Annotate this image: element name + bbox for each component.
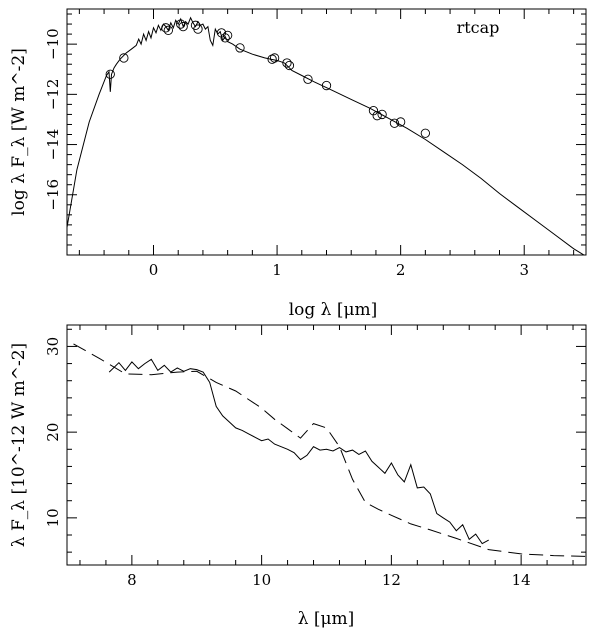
photometry-point xyxy=(395,117,406,127)
top-series xyxy=(67,16,585,255)
bottom-y-tick-label: 10 xyxy=(44,508,62,527)
top-x-axis-label: log λ [μm] xyxy=(289,300,378,320)
top-y-tick-label: −12 xyxy=(44,79,62,111)
top-y-tick-labels: −16 −14 −12 −10 xyxy=(44,28,62,210)
photometry-point xyxy=(193,24,203,34)
bottom-x-axis-label: λ [μm] xyxy=(298,609,355,629)
bottom-x-tick-label: 8 xyxy=(127,571,137,589)
top-plot-area xyxy=(67,16,585,255)
photometry-point xyxy=(222,30,233,41)
photometry-point xyxy=(321,80,332,91)
bottom-plot-frame xyxy=(66,324,587,566)
photometry-point xyxy=(220,33,230,43)
top-panel: 0 1 2 3 −16 −14 −12 −10 rtcap log λ [μm] log λ… xyxy=(9,8,587,320)
photometry-point xyxy=(235,43,245,53)
bottom-x-tick-label: 12 xyxy=(382,571,401,589)
photometry-point xyxy=(161,23,171,33)
top-plot-frame xyxy=(66,8,587,256)
bottom-y-axis-label: λ F_λ [10^-12 W m^-2] xyxy=(9,343,29,547)
top-y-tick-label: −10 xyxy=(44,28,62,60)
photometry-point xyxy=(178,21,188,32)
top-x-tick-label: 3 xyxy=(519,261,529,279)
top-y-tick-label: −14 xyxy=(44,129,62,161)
bottom-ticks xyxy=(67,325,586,565)
bottom-series xyxy=(73,343,586,557)
observed-spectrum-line xyxy=(108,358,489,545)
photometry-point xyxy=(284,60,295,71)
bottom-x-tick-label: 14 xyxy=(512,571,531,589)
photometry-point xyxy=(282,58,292,68)
top-x-tick-label: 0 xyxy=(149,261,159,279)
top-x-tick-label: 1 xyxy=(272,261,282,279)
bottom-plot-area xyxy=(73,343,586,557)
photometry-point xyxy=(105,69,115,79)
top-x-tick-labels: 0 1 2 3 xyxy=(149,261,529,279)
bottom-y-tick-labels: 10 20 30 xyxy=(44,337,62,528)
top-x-tick-label: 2 xyxy=(396,261,406,279)
model-sed-line xyxy=(67,16,585,255)
top-y-tick-label: −16 xyxy=(44,179,62,211)
photometry-point xyxy=(420,128,431,138)
top-annotation: rtcap xyxy=(457,18,500,37)
photometry-point xyxy=(163,25,173,35)
bottom-y-tick-label: 30 xyxy=(44,337,62,356)
bottom-x-tick-label: 10 xyxy=(252,571,271,589)
photometry-point xyxy=(119,53,129,63)
photometry-point xyxy=(372,111,382,121)
bottom-y-tick-label: 20 xyxy=(44,423,62,442)
photometry-point xyxy=(269,53,280,63)
photometry-point xyxy=(303,74,313,84)
top-ticks xyxy=(67,9,586,255)
bottom-panel: 8 10 12 14 10 20 30 λ [μm] λ F_λ [10^-12 W m^… xyxy=(9,324,587,629)
photometry-point xyxy=(176,19,186,29)
photometry-point xyxy=(267,54,277,64)
top-y-axis-label: log λ F_λ [W m^-2] xyxy=(9,48,29,216)
photometry-point xyxy=(389,118,400,128)
model-spectrum-line xyxy=(73,343,586,557)
photometry-point xyxy=(377,109,387,120)
bottom-x-tick-labels: 8 10 12 14 xyxy=(127,571,531,589)
